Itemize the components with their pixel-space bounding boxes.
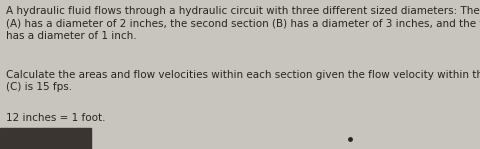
Text: A hydraulic fluid flows through a hydraulic circuit with three different sized d: A hydraulic fluid flows through a hydrau…: [6, 6, 480, 41]
Text: Calculate the areas and flow velocities within each section given the flow veloc: Calculate the areas and flow velocities …: [6, 70, 480, 92]
Bar: [0, 128, 91, 149]
Text: 12 inches = 1 foot.: 12 inches = 1 foot.: [6, 113, 105, 123]
